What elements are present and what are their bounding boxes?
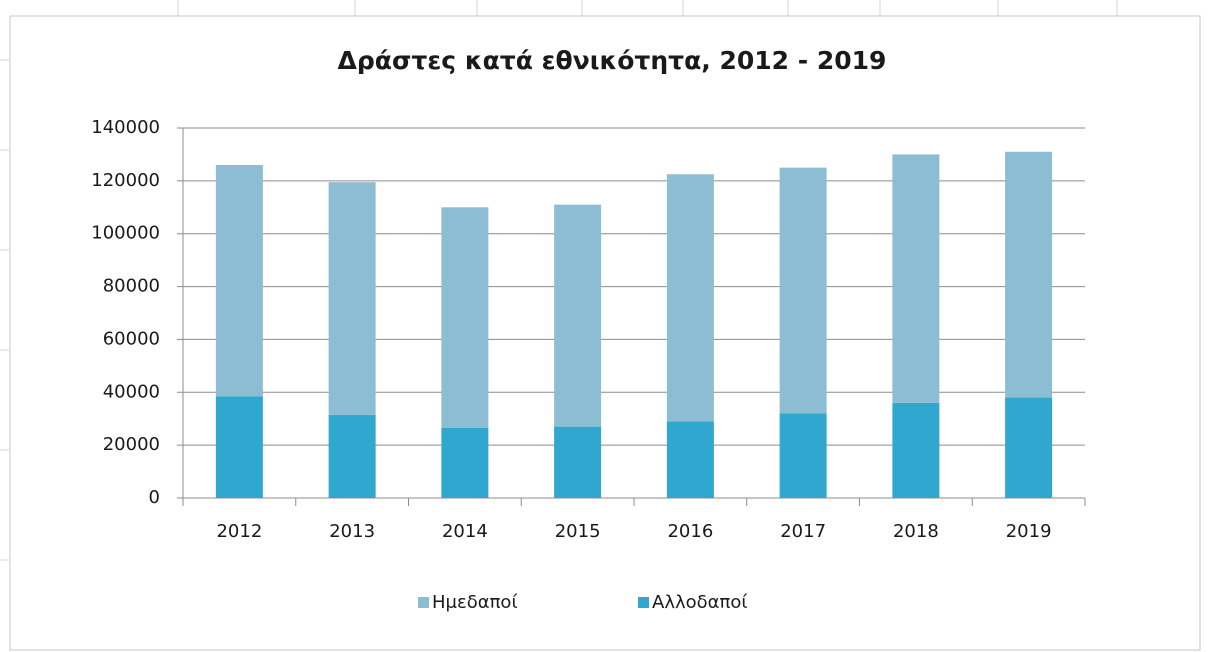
- bar-segment: [554, 426, 602, 498]
- x-tick-label: 2017: [780, 521, 826, 542]
- bar-segment: [328, 182, 376, 415]
- legend-swatch: [638, 597, 649, 608]
- spreadsheet-grid: [0, 0, 1118, 561]
- y-tick-label: 120000: [91, 170, 160, 191]
- x-tick-label: 2014: [442, 521, 488, 542]
- y-tick-label: 40000: [103, 381, 160, 402]
- x-tick-label: 2015: [555, 521, 601, 542]
- bar-segment: [1005, 151, 1053, 398]
- y-tick-label: 60000: [103, 328, 160, 349]
- legend-swatch: [418, 597, 429, 608]
- bar-segment: [892, 402, 940, 498]
- legend-label: Αλλοδαποί: [652, 592, 747, 613]
- y-tick-label: 140000: [91, 117, 160, 138]
- bar-segment: [441, 427, 489, 498]
- bar-segment: [779, 413, 827, 498]
- y-tick-label: 100000: [91, 223, 160, 244]
- chart-title: Δράστες κατά εθνικότητα, 2012 - 2019: [338, 46, 887, 75]
- bar-segment: [328, 414, 376, 498]
- chart-area: [9, 15, 1201, 651]
- bar-segment: [892, 154, 940, 403]
- bar-segment: [666, 174, 714, 422]
- x-tick-label: 2019: [1006, 521, 1052, 542]
- y-tick-label: 80000: [103, 276, 160, 297]
- bar-segment: [441, 207, 489, 428]
- x-tick-label: 2013: [329, 521, 375, 542]
- x-tick-label: 2012: [216, 521, 262, 542]
- y-tick-label: 0: [149, 487, 160, 508]
- bar-segment: [1005, 397, 1053, 498]
- x-tick-label: 2016: [667, 521, 713, 542]
- legend-label: Ημεδαποί: [432, 592, 518, 613]
- bar-segment: [215, 396, 263, 498]
- x-tick-label: 2018: [893, 521, 939, 542]
- bar-segment: [554, 204, 602, 427]
- bar-segment: [666, 421, 714, 498]
- bar-segment: [779, 167, 827, 414]
- bar-segment: [215, 165, 263, 397]
- y-tick-label: 20000: [103, 434, 160, 455]
